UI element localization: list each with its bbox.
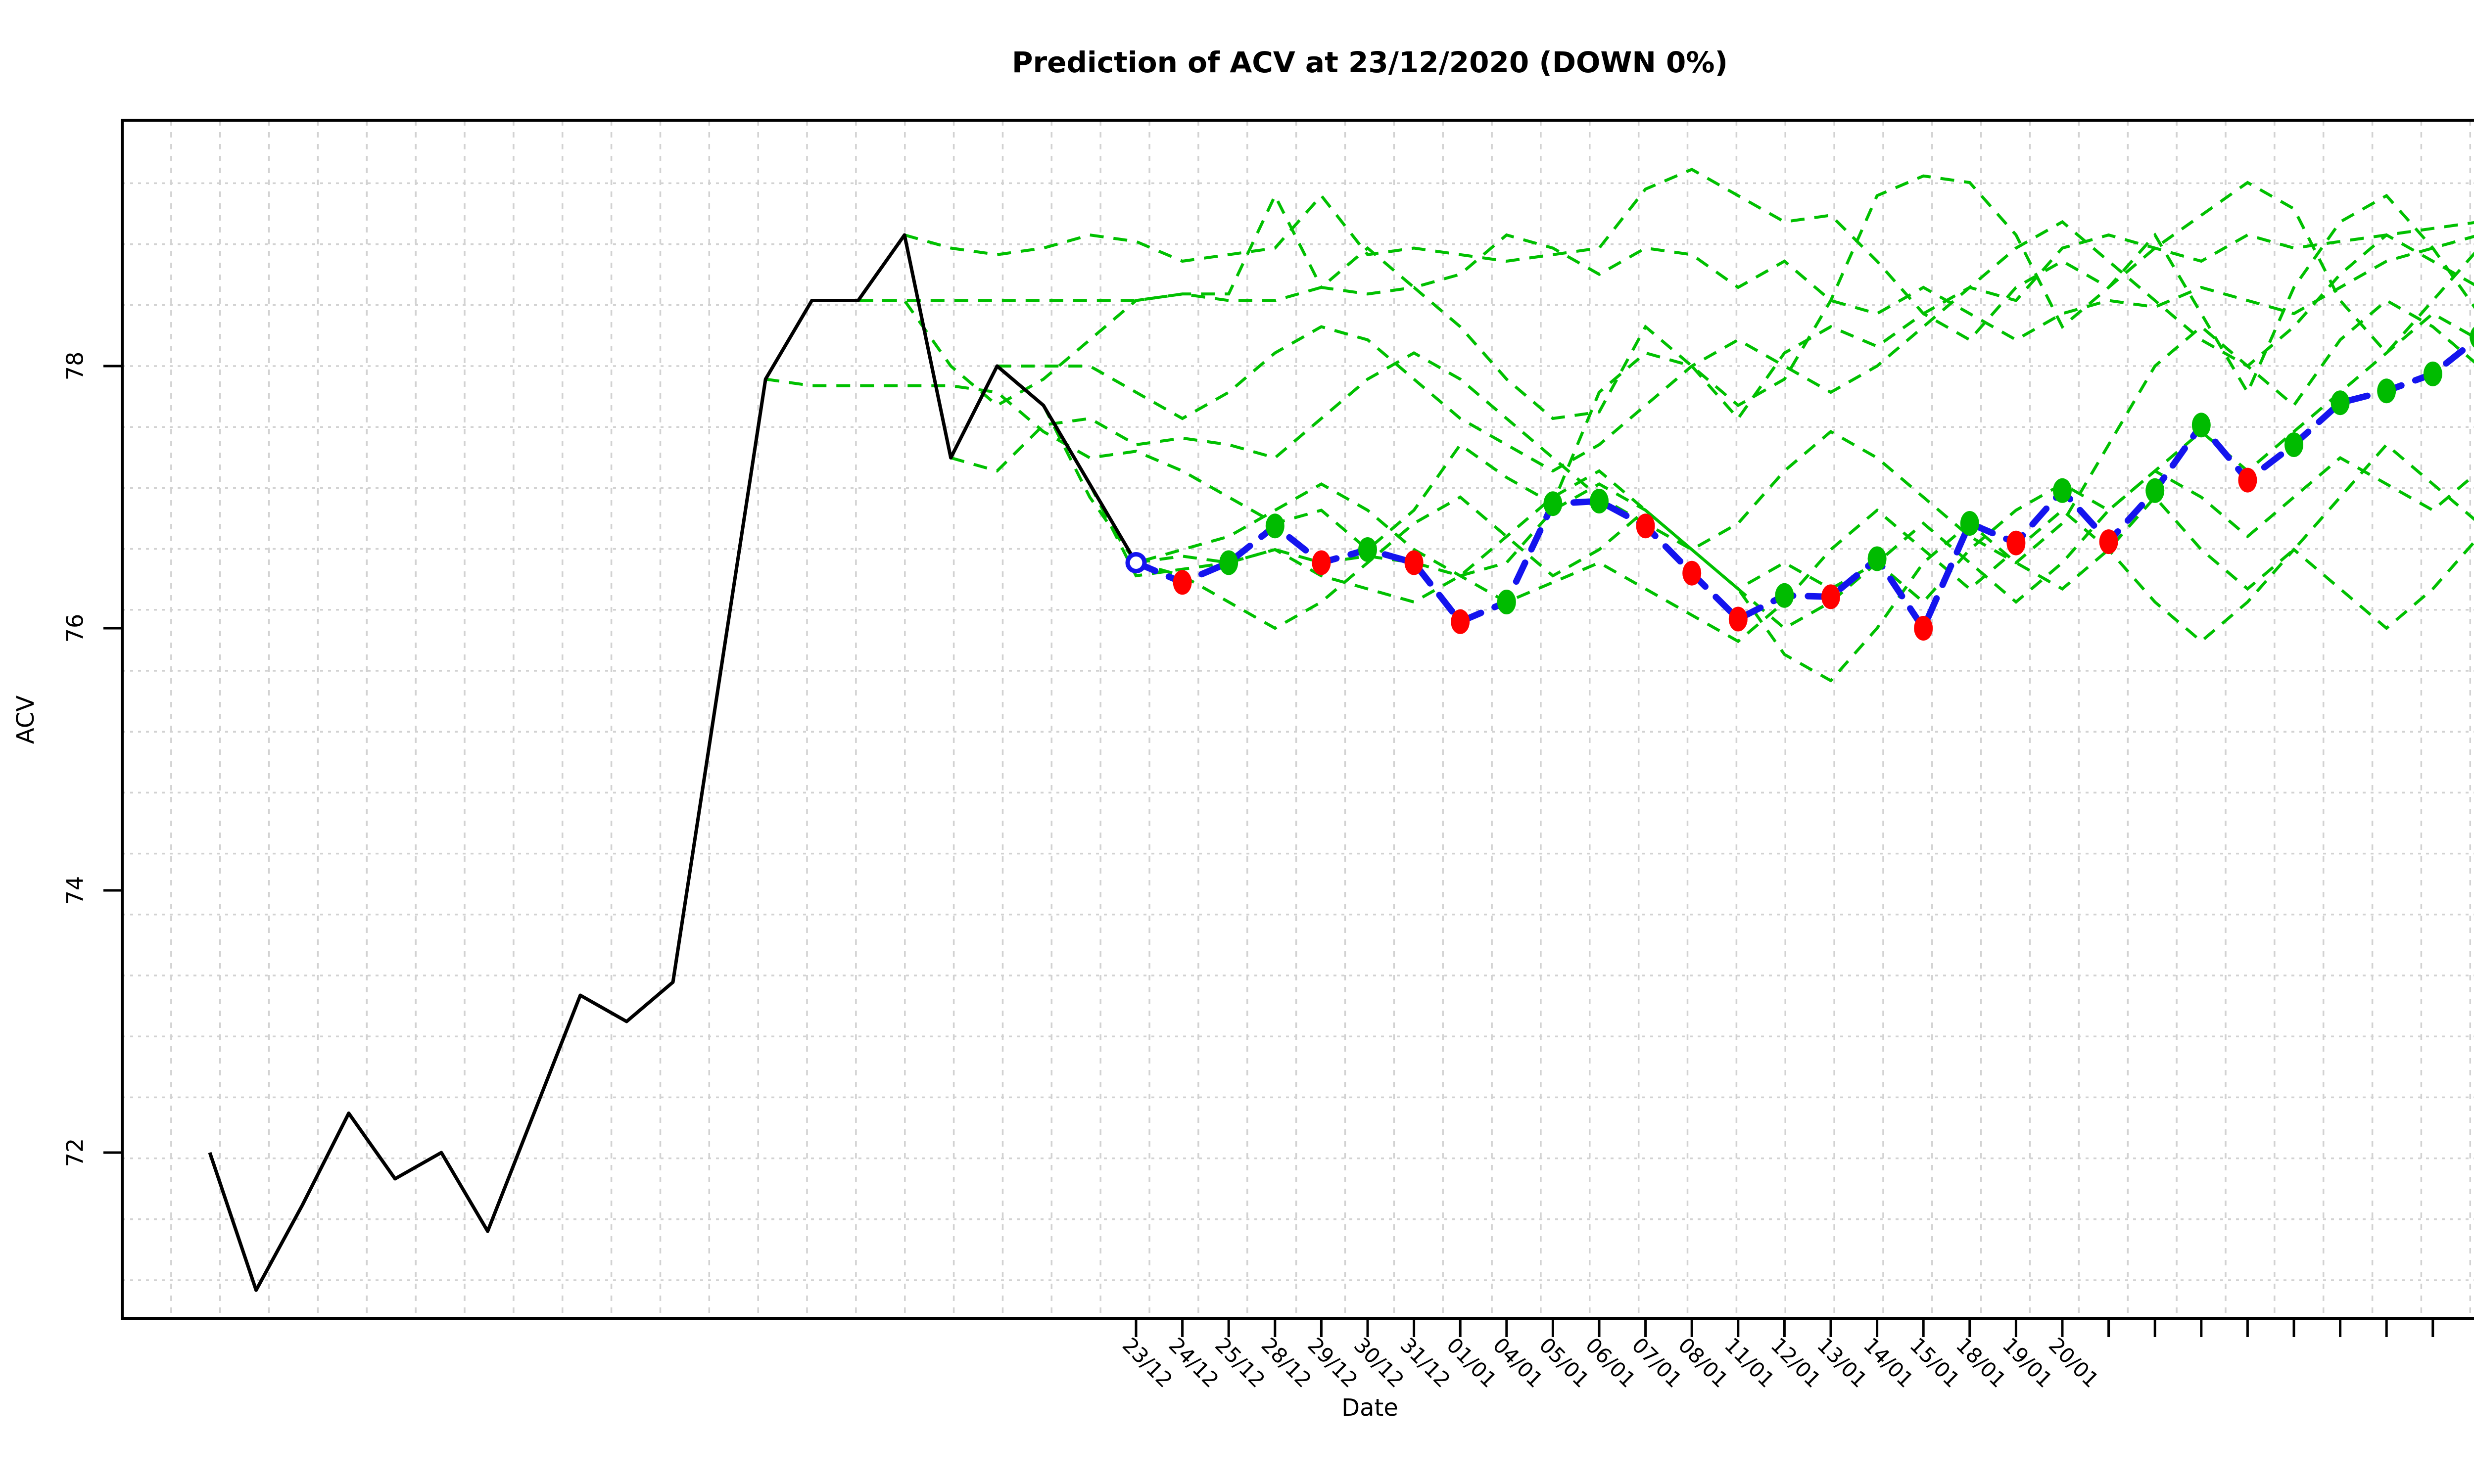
actual-point-green [1219, 550, 1238, 575]
actual-point-green [2284, 432, 2303, 457]
plot-border [121, 119, 2474, 1320]
x-tick-label: 13/01 [1812, 1333, 1872, 1392]
actual-point-green [1960, 511, 1979, 536]
x-tick-label: 18/01 [1951, 1333, 2011, 1392]
scenario-line [997, 220, 2474, 473]
actual-line [1133, 337, 2474, 635]
actual-point-green [1358, 537, 1377, 562]
x-tick-label: 30/12 [1349, 1333, 1409, 1392]
y-tick-label: 78 [62, 352, 89, 381]
actual-point-red [1821, 584, 1840, 609]
actual-point-green [1775, 583, 1794, 608]
scenario-line [1088, 442, 2474, 683]
actual-point-green [1590, 489, 1609, 513]
actual-point-red [2238, 467, 2257, 493]
actual-point-red [1173, 570, 1192, 595]
actual-point-green [2423, 361, 2442, 386]
x-tick-label: 04/01 [1488, 1333, 1548, 1392]
x-tick-label: 14/01 [1859, 1333, 1918, 1392]
actual-point-red [1312, 550, 1331, 575]
actual-point-red [2006, 530, 2026, 556]
scenario-line [811, 233, 2474, 342]
scenario-line [1136, 312, 2474, 604]
x-tick-label: 01/01 [1442, 1333, 1501, 1392]
actual-point-green [2145, 478, 2165, 503]
actual-point-green [1497, 590, 1516, 614]
actual-point-green [1265, 513, 1285, 539]
x-tick-label: 15/01 [1905, 1333, 1964, 1392]
prediction-start-marker [1125, 552, 1147, 573]
actual-point-red [1404, 550, 1424, 575]
x-tick-label: 12/01 [1766, 1333, 1825, 1392]
actual-point-green [2191, 413, 2211, 438]
y-tick-label: 74 [62, 876, 89, 905]
actual-point-green [2470, 326, 2474, 348]
x-tick-label: 20/01 [2044, 1333, 2103, 1392]
x-tick-label: 31/12 [1396, 1333, 1455, 1392]
scenario-line [1136, 456, 2474, 630]
actual-point-green [2053, 478, 2072, 503]
x-tick-label: 28/12 [1257, 1333, 1316, 1392]
y-axis-label: ACV [12, 695, 40, 744]
y-tick-label: 76 [62, 614, 89, 643]
x-tick-label: 19/01 [1998, 1333, 2057, 1392]
history-line [208, 233, 1138, 1292]
x-tick-label: 25/12 [1210, 1333, 1270, 1392]
scenario-line [950, 298, 2474, 565]
actual-point-red [1451, 609, 1470, 634]
x-axis-label: Date [1341, 1394, 1398, 1422]
x-tick-label: 24/12 [1164, 1333, 1224, 1392]
x-tick-label: 07/01 [1627, 1333, 1687, 1392]
actual-point-red [2099, 529, 2118, 555]
x-tick-label: 05/01 [1534, 1333, 1594, 1392]
actual-point-red [1636, 513, 1655, 539]
actual-point-red [1728, 606, 1748, 632]
x-tick-label: 11/01 [1720, 1333, 1779, 1392]
actual-point-green [2377, 378, 2396, 404]
x-tick-label: 23/12 [1118, 1333, 1177, 1392]
scenario-line [858, 174, 2474, 420]
actual-point-red [1914, 616, 1933, 641]
scenario-line [904, 168, 2474, 356]
chart-title: Prediction of ACV at 23/12/2020 (DOWN 0%… [1011, 46, 1728, 79]
x-tick-label: 06/01 [1581, 1333, 1640, 1392]
actual-point-red [1682, 560, 1702, 586]
actual-point-green [1543, 491, 1563, 516]
y-tick-label: 72 [62, 1138, 89, 1167]
scenario-line [1042, 405, 2474, 644]
actual-point-green [1867, 546, 1887, 571]
x-tick-label: 29/12 [1303, 1333, 1362, 1392]
actual-point-green [2331, 390, 2350, 416]
x-tick-label: 08/01 [1673, 1333, 1733, 1392]
